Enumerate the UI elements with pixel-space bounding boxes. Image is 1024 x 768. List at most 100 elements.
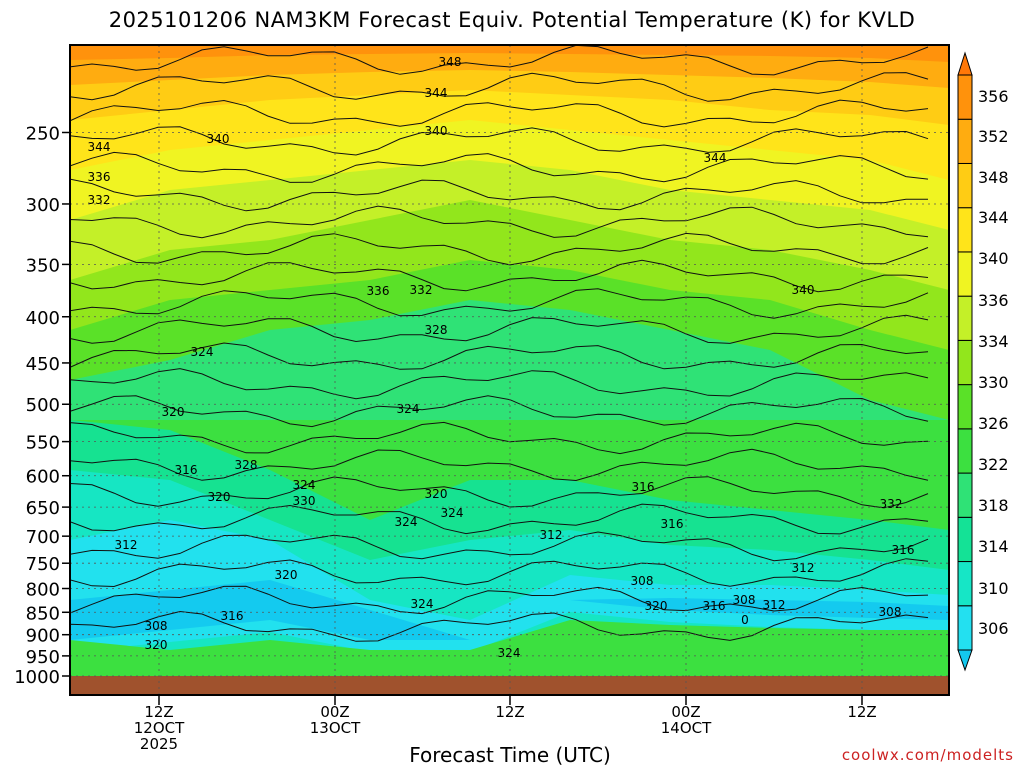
contour-line xyxy=(70,503,929,535)
colorbar-label: 348 xyxy=(978,168,1009,187)
contour-line xyxy=(70,178,928,212)
contour-label: 348 xyxy=(439,55,462,69)
colorbar-label: 310 xyxy=(978,579,1009,598)
contour-line xyxy=(70,288,929,319)
contour-label: 340 xyxy=(792,283,815,297)
colorbar-segment xyxy=(957,516,973,563)
contour-line xyxy=(70,259,929,293)
contour-label: 324 xyxy=(293,478,316,492)
contour-label: 320 xyxy=(208,490,231,504)
contour-line xyxy=(70,558,929,588)
y-tick-label: 800 xyxy=(26,580,60,601)
colorbar-label: 326 xyxy=(978,414,1009,433)
contour-line xyxy=(70,476,929,509)
x-tick-label: 13OCT xyxy=(310,719,361,737)
colorbar: 306 310 314 318 322 326 330 334 336 340 344 348 352 3… xyxy=(957,51,1009,672)
contour-line xyxy=(70,151,929,183)
y-tick-label: 900 xyxy=(26,626,60,647)
y-tick-label: 550 xyxy=(26,433,60,454)
y-tick-label: 650 xyxy=(26,498,60,519)
colorbar-segment xyxy=(957,428,973,474)
contour-line xyxy=(70,72,929,102)
field-band xyxy=(70,580,949,640)
contour-label: 312 xyxy=(115,538,138,552)
contour-line xyxy=(70,99,929,128)
colorbar-segment xyxy=(957,384,973,430)
contour-label: 324 xyxy=(191,345,214,359)
contour-line xyxy=(70,610,929,642)
contour-label: 336 xyxy=(88,170,111,184)
contour-label: 328 xyxy=(425,323,448,337)
contour-line xyxy=(70,421,929,455)
colorbar-label: 356 xyxy=(978,87,1009,106)
plot-area: 348 344 344 340 340 344 336 332 336 332 340 328 324 3… xyxy=(70,45,949,695)
y-tick-label: 700 xyxy=(26,527,60,548)
contour-label: 344 xyxy=(704,151,727,165)
colorbar-arrow-top xyxy=(957,51,973,76)
x-tick-label: 14OCT xyxy=(661,719,712,737)
contour-line xyxy=(70,205,929,239)
x-tick-label: 00Z xyxy=(320,703,349,721)
contour-label: 316 xyxy=(892,543,915,557)
contour-label: 320 xyxy=(145,638,168,652)
contour-line xyxy=(70,585,929,615)
colorbar-label: 340 xyxy=(978,249,1009,268)
contour-line xyxy=(70,342,929,370)
contour-label: 340 xyxy=(425,124,448,138)
contour-label: 320 xyxy=(275,568,298,582)
colorbar-segment xyxy=(957,339,973,386)
contour-label: 344 xyxy=(425,86,448,100)
colorbar-label: 344 xyxy=(978,208,1009,227)
y-tick-label: 850 xyxy=(26,603,60,624)
x-tick-label: 12Z xyxy=(144,703,173,721)
colorbar-label: 306 xyxy=(978,619,1009,638)
colorbar-segment xyxy=(957,472,973,518)
y-tick-label: 450 xyxy=(26,354,60,375)
x-axis-label: Forecast Time (UTC) xyxy=(409,743,611,767)
y-tick-label: 250 xyxy=(26,123,60,144)
y-tick-label: 400 xyxy=(26,308,60,329)
x-tick-label: 12Z xyxy=(495,703,524,721)
contour-line xyxy=(70,395,929,428)
field-band xyxy=(70,45,949,62)
x-tick-label: 12OCT xyxy=(134,719,185,737)
contour-label: 316 xyxy=(661,517,684,531)
contour-line xyxy=(70,368,929,400)
contour-label: 336 xyxy=(367,284,390,298)
contour-label: 320 xyxy=(162,405,185,419)
colorbar-segment xyxy=(957,605,973,651)
contour-line xyxy=(70,448,929,482)
colorbar-label: 336 xyxy=(978,291,1009,310)
y-tick-label: 500 xyxy=(26,395,60,416)
credit-link[interactable]: coolwx.com/modelts xyxy=(841,746,1014,764)
contour-label: 320 xyxy=(645,599,668,613)
x-tick-label: 12Z xyxy=(847,703,876,721)
y-tick-label: 600 xyxy=(26,467,60,488)
colorbar-segment xyxy=(957,207,973,253)
colorbar-label: 334 xyxy=(978,332,1009,351)
contour-line xyxy=(70,314,929,344)
contour-line xyxy=(70,45,929,76)
colorbar-label: 330 xyxy=(978,373,1009,392)
y-tick-label: 300 xyxy=(26,195,60,216)
contour-label: 316 xyxy=(175,463,198,477)
contour-label: 328 xyxy=(235,458,258,472)
colorbar-segment xyxy=(957,295,973,341)
contour-label: 324 xyxy=(498,646,521,660)
colorbar-label: 318 xyxy=(978,496,1009,515)
contour-label: 312 xyxy=(792,561,815,575)
contour-label: 324 xyxy=(411,597,434,611)
y-axis: 2503003504004505005506006507007508008509… xyxy=(14,123,70,688)
colorbar-segment xyxy=(957,251,973,297)
contour-label: 308 xyxy=(879,605,902,619)
contour-label: 316 xyxy=(632,480,655,494)
contour-label: 308 xyxy=(145,619,168,633)
contour-label: 324 xyxy=(395,515,418,529)
contour-line xyxy=(70,531,929,562)
colorbar-segment xyxy=(957,162,973,209)
contour-label: 308 xyxy=(631,574,654,588)
contour-label: 324 xyxy=(397,402,420,416)
chart-title: 2025101206 NAM3KM Forecast Equiv. Potent… xyxy=(108,8,916,32)
